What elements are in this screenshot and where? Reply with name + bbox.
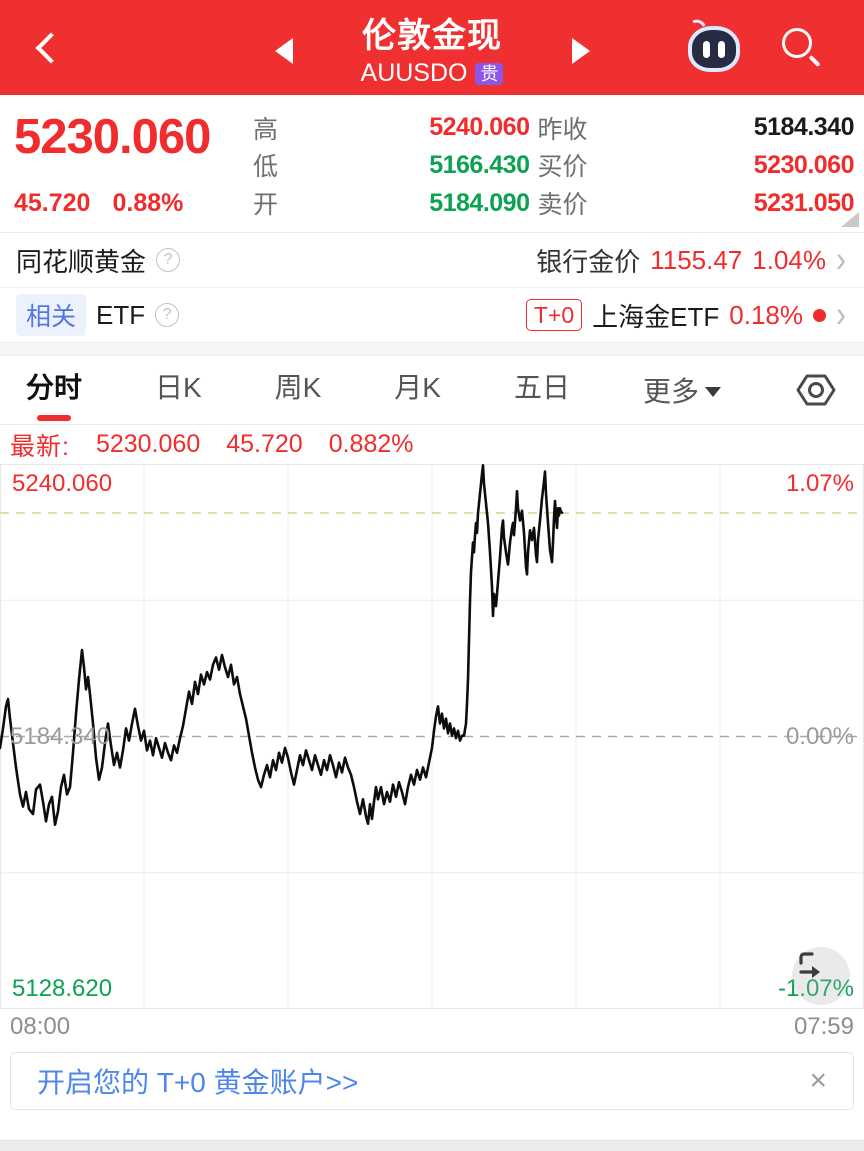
stat-label: 买价 (537, 153, 588, 182)
price-change: 45.720 (14, 189, 91, 217)
price-change-pct: 0.88% (112, 189, 184, 217)
price-line-chart (0, 464, 864, 1009)
next-stock-arrow-icon[interactable] (572, 38, 590, 64)
caret-down-icon (704, 387, 721, 397)
stat-label: 昨收 (537, 115, 588, 144)
time-axis: 08:00 07:59 (0, 1009, 864, 1044)
search-icon[interactable] (782, 28, 824, 70)
quote-panel: 5230.060 45.720 0.88% 高 5240.060 昨收 5184… (0, 95, 864, 233)
ths-gold-row[interactable]: 同花顺黄金 ? 银行金价 1155.47 1.04% › (0, 233, 864, 288)
quote-stats: 高 5240.060 昨收 5184.340 低 5166.430 买价 523… (239, 109, 854, 222)
prev-stock-arrow-icon[interactable] (275, 38, 293, 64)
stat-value-ask: 5231.050 (753, 188, 855, 217)
chart-settings-icon[interactable] (794, 370, 838, 410)
assistant-robot-icon[interactable] (688, 16, 740, 72)
ths-gold-label: 同花顺黄金 (16, 246, 147, 277)
stat-label: 开 (253, 191, 279, 220)
intraday-chart[interactable]: 5240.060 1.07% 5184.340 0.00% 5128.620 -… (0, 464, 864, 1044)
symbol-code: AUUSDO (360, 59, 468, 87)
stat-value-bid: 5230.060 (753, 150, 855, 179)
active-tab-underline (37, 414, 71, 421)
shanghai-gold-etf-link[interactable]: T+0 上海金ETF 0.18% › (525, 293, 846, 335)
latest-price: 5230.060 (95, 430, 201, 458)
chevron-right-icon: › (836, 238, 846, 280)
tab-daily-k[interactable]: 日K (154, 371, 202, 403)
app-header: 伦敦金现 AUUSDO 贵 (0, 0, 864, 95)
etf-name: 上海金ETF (592, 301, 720, 332)
stat-label: 卖价 (537, 191, 588, 220)
latest-quote-line: 最新: 5230.060 45.720 0.882% (0, 425, 864, 464)
stat-value-high: 5240.060 (429, 113, 530, 142)
last-price: 5230.060 (14, 110, 211, 164)
etf-label: ETF (96, 299, 146, 330)
related-badge: 相关 (16, 294, 87, 336)
expand-corner-icon[interactable] (841, 212, 859, 227)
tab-more-dropdown[interactable]: 更多 (643, 370, 721, 410)
time-end: 07:59 (793, 1012, 854, 1040)
tab-monthly-k[interactable]: 月K (394, 371, 441, 403)
stat-label: 低 (253, 153, 279, 182)
help-icon[interactable]: ? (156, 248, 181, 272)
latest-pct: 0.882% (328, 430, 414, 458)
t0-account-banner[interactable]: 开启您的 T+0 黄金账户>> × (10, 1052, 854, 1110)
bank-gold-pct: 1.04% (752, 244, 826, 275)
tab-weekly-k[interactable]: 周K (274, 371, 322, 403)
bottom-separator (0, 1140, 864, 1151)
related-etf-row[interactable]: 相关 ETF ? T+0 上海金ETF 0.18% › (0, 288, 864, 343)
close-icon[interactable]: × (809, 1064, 827, 1097)
section-separator (0, 343, 864, 356)
red-dot-icon (813, 308, 826, 322)
help-icon[interactable]: ? (155, 303, 180, 327)
latest-change: 45.720 (226, 430, 303, 458)
etf-pct: 0.18% (729, 299, 803, 330)
bank-gold-price: 1155.47 (650, 244, 743, 275)
t0-badge: T+0 (525, 299, 583, 331)
latest-label: 最新: (10, 432, 70, 461)
stat-value-low: 5166.430 (429, 150, 530, 179)
bank-gold-label: 银行金价 (536, 246, 641, 277)
tab-minute[interactable]: 分时 (26, 360, 82, 421)
stat-value-prev-close: 5184.340 (753, 113, 855, 142)
rotate-landscape-button[interactable] (792, 947, 850, 1005)
stat-value-open: 5184.090 (429, 188, 530, 217)
gold-badge: 贵 (475, 62, 504, 85)
bank-gold-link[interactable]: 银行金价 1155.47 1.04% › (536, 238, 846, 280)
chevron-right-icon: › (836, 293, 846, 335)
back-icon[interactable] (35, 31, 67, 64)
time-start: 08:00 (10, 1012, 71, 1040)
tab-five-day[interactable]: 五日 (513, 371, 570, 403)
chart-plot-area[interactable]: 5240.060 1.07% 5184.340 0.00% 5128.620 -… (0, 464, 864, 1009)
chart-tabs: 分时 日K 周K 月K 五日 更多 (0, 356, 864, 425)
banner-link[interactable]: 开启您的 T+0 黄金账户>> (37, 1067, 359, 1098)
stat-label: 高 (253, 115, 279, 144)
